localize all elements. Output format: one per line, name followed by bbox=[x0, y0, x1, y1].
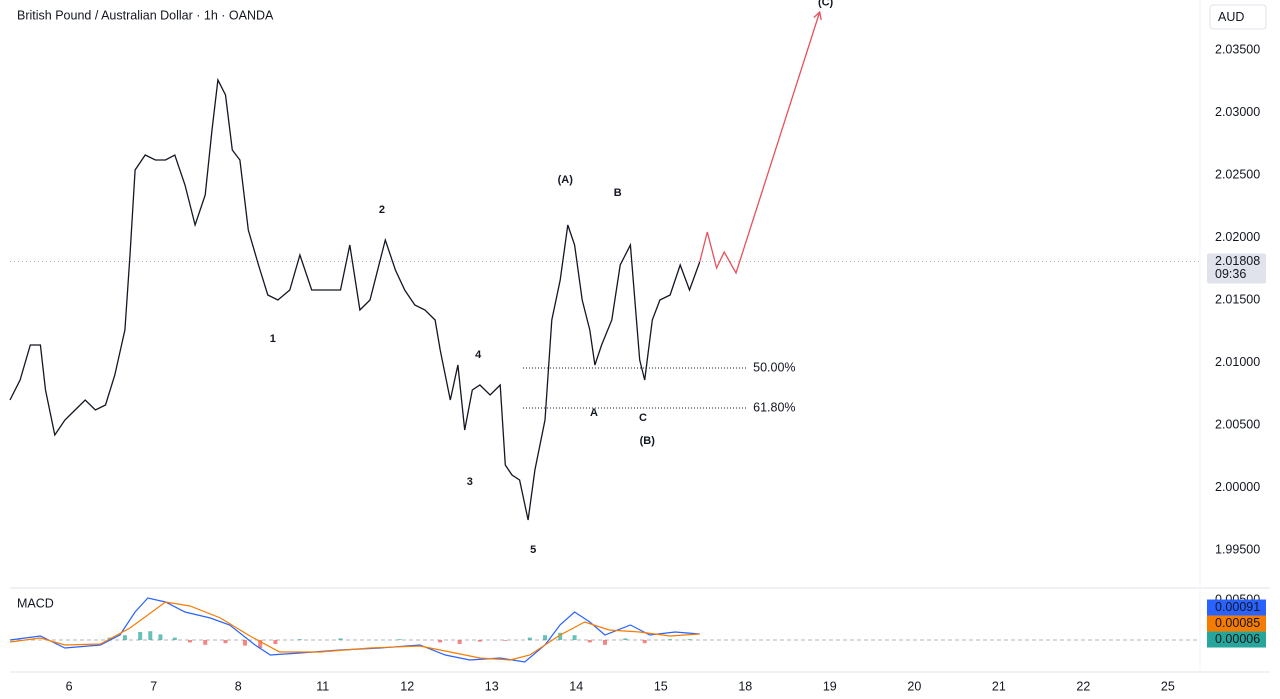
fib-label: 50.00% bbox=[753, 360, 795, 374]
histogram-bar bbox=[258, 640, 263, 648]
x-tick-label: 11 bbox=[316, 679, 329, 693]
indicator-value-label: 0.00006 bbox=[1215, 632, 1260, 646]
x-tick-label: 6 bbox=[66, 679, 73, 693]
histogram-bar bbox=[527, 637, 532, 640]
histogram-bar bbox=[642, 640, 647, 644]
x-tick-label: 18 bbox=[738, 679, 752, 693]
wave-label: 2 bbox=[379, 204, 385, 216]
histogram-bar bbox=[122, 635, 127, 640]
x-tick-label: 21 bbox=[992, 679, 1006, 693]
histogram-bar bbox=[477, 640, 482, 642]
histogram-bar bbox=[138, 632, 143, 640]
wave-label: C bbox=[639, 412, 647, 424]
histogram-bar bbox=[242, 640, 247, 646]
histogram-bar bbox=[172, 637, 177, 640]
y-tick-label: 1.99500 bbox=[1215, 542, 1260, 556]
y-tick-label: 2.02000 bbox=[1215, 230, 1260, 244]
histogram-bar bbox=[623, 638, 628, 640]
x-tick-label: 8 bbox=[235, 679, 242, 693]
x-tick-label: 12 bbox=[400, 679, 414, 693]
histogram-bar bbox=[273, 640, 278, 644]
histogram-bar bbox=[438, 640, 443, 643]
wave-label: (A) bbox=[558, 174, 574, 186]
indicator-value-box bbox=[1207, 615, 1266, 632]
histogram-bar bbox=[503, 640, 508, 641]
x-tick-label: 14 bbox=[569, 679, 583, 693]
y-tick-label: 2.03500 bbox=[1215, 42, 1260, 56]
chart-title: British Pound / Australian Dollar · 1h ·… bbox=[17, 8, 274, 22]
histogram-bar bbox=[338, 638, 343, 640]
macd-title: MACD bbox=[17, 596, 54, 610]
indicator-value-box bbox=[1207, 599, 1266, 616]
last-price-box bbox=[1207, 253, 1266, 284]
histogram-bar bbox=[148, 631, 153, 640]
price-line bbox=[9, 77, 701, 521]
fib-label: 61.80% bbox=[753, 400, 795, 414]
wave-label: 3 bbox=[467, 476, 473, 488]
histogram-bar bbox=[158, 634, 163, 640]
countdown: 09:36 bbox=[1215, 267, 1246, 281]
x-tick-label: 25 bbox=[1161, 679, 1175, 693]
histogram-bar bbox=[603, 640, 607, 645]
y-tick-label: 2.01500 bbox=[1215, 292, 1260, 306]
x-tick-label: 7 bbox=[150, 679, 157, 693]
x-tick-label: 13 bbox=[485, 679, 499, 693]
y-tick-label: 2.02500 bbox=[1215, 167, 1260, 181]
histogram-bar bbox=[203, 640, 208, 645]
wave-label: (B) bbox=[640, 435, 656, 447]
currency-button[interactable] bbox=[1209, 4, 1267, 30]
x-tick-label: 19 bbox=[823, 679, 837, 693]
y-tick-label: 2.01000 bbox=[1215, 355, 1260, 369]
y-tick-label: 2.00000 bbox=[1215, 480, 1260, 494]
x-tick-label: 22 bbox=[1076, 679, 1090, 693]
histogram-bar bbox=[397, 639, 402, 640]
histogram-bar bbox=[188, 640, 193, 643]
histogram-bar bbox=[223, 640, 228, 644]
currency-label[interactable]: AUD bbox=[1218, 10, 1244, 24]
y-tick-label: 2.03000 bbox=[1215, 105, 1260, 119]
indicator-value-label: 0.00091 bbox=[1215, 600, 1260, 614]
histogram-bar bbox=[572, 635, 577, 640]
macd-line bbox=[9, 601, 700, 661]
wave-label: (C) bbox=[818, 0, 834, 8]
last-price-label: 2.01808 bbox=[1215, 254, 1260, 268]
histogram-bar bbox=[457, 640, 462, 644]
projection-line bbox=[699, 11, 821, 275]
y-tick-label: 2.00500 bbox=[1215, 417, 1260, 431]
histogram-bar bbox=[558, 632, 563, 640]
histogram-bar bbox=[687, 639, 692, 640]
wave-label: 1 bbox=[270, 333, 276, 345]
wave-label: B bbox=[614, 187, 622, 199]
histogram-bar bbox=[542, 635, 547, 640]
histogram-bar bbox=[587, 640, 592, 643]
indicator-value-box bbox=[1207, 631, 1266, 648]
wave-label: 4 bbox=[475, 349, 482, 361]
projection-arrowhead bbox=[813, 10, 822, 20]
wave-label: 5 bbox=[530, 544, 536, 556]
wave-label: A bbox=[590, 407, 598, 419]
x-tick-label: 15 bbox=[654, 679, 668, 693]
histogram-bar bbox=[297, 639, 302, 640]
indicator-value-label: 0.00085 bbox=[1215, 616, 1260, 630]
histogram-bar bbox=[668, 639, 673, 640]
x-tick-label: 20 bbox=[907, 679, 921, 693]
